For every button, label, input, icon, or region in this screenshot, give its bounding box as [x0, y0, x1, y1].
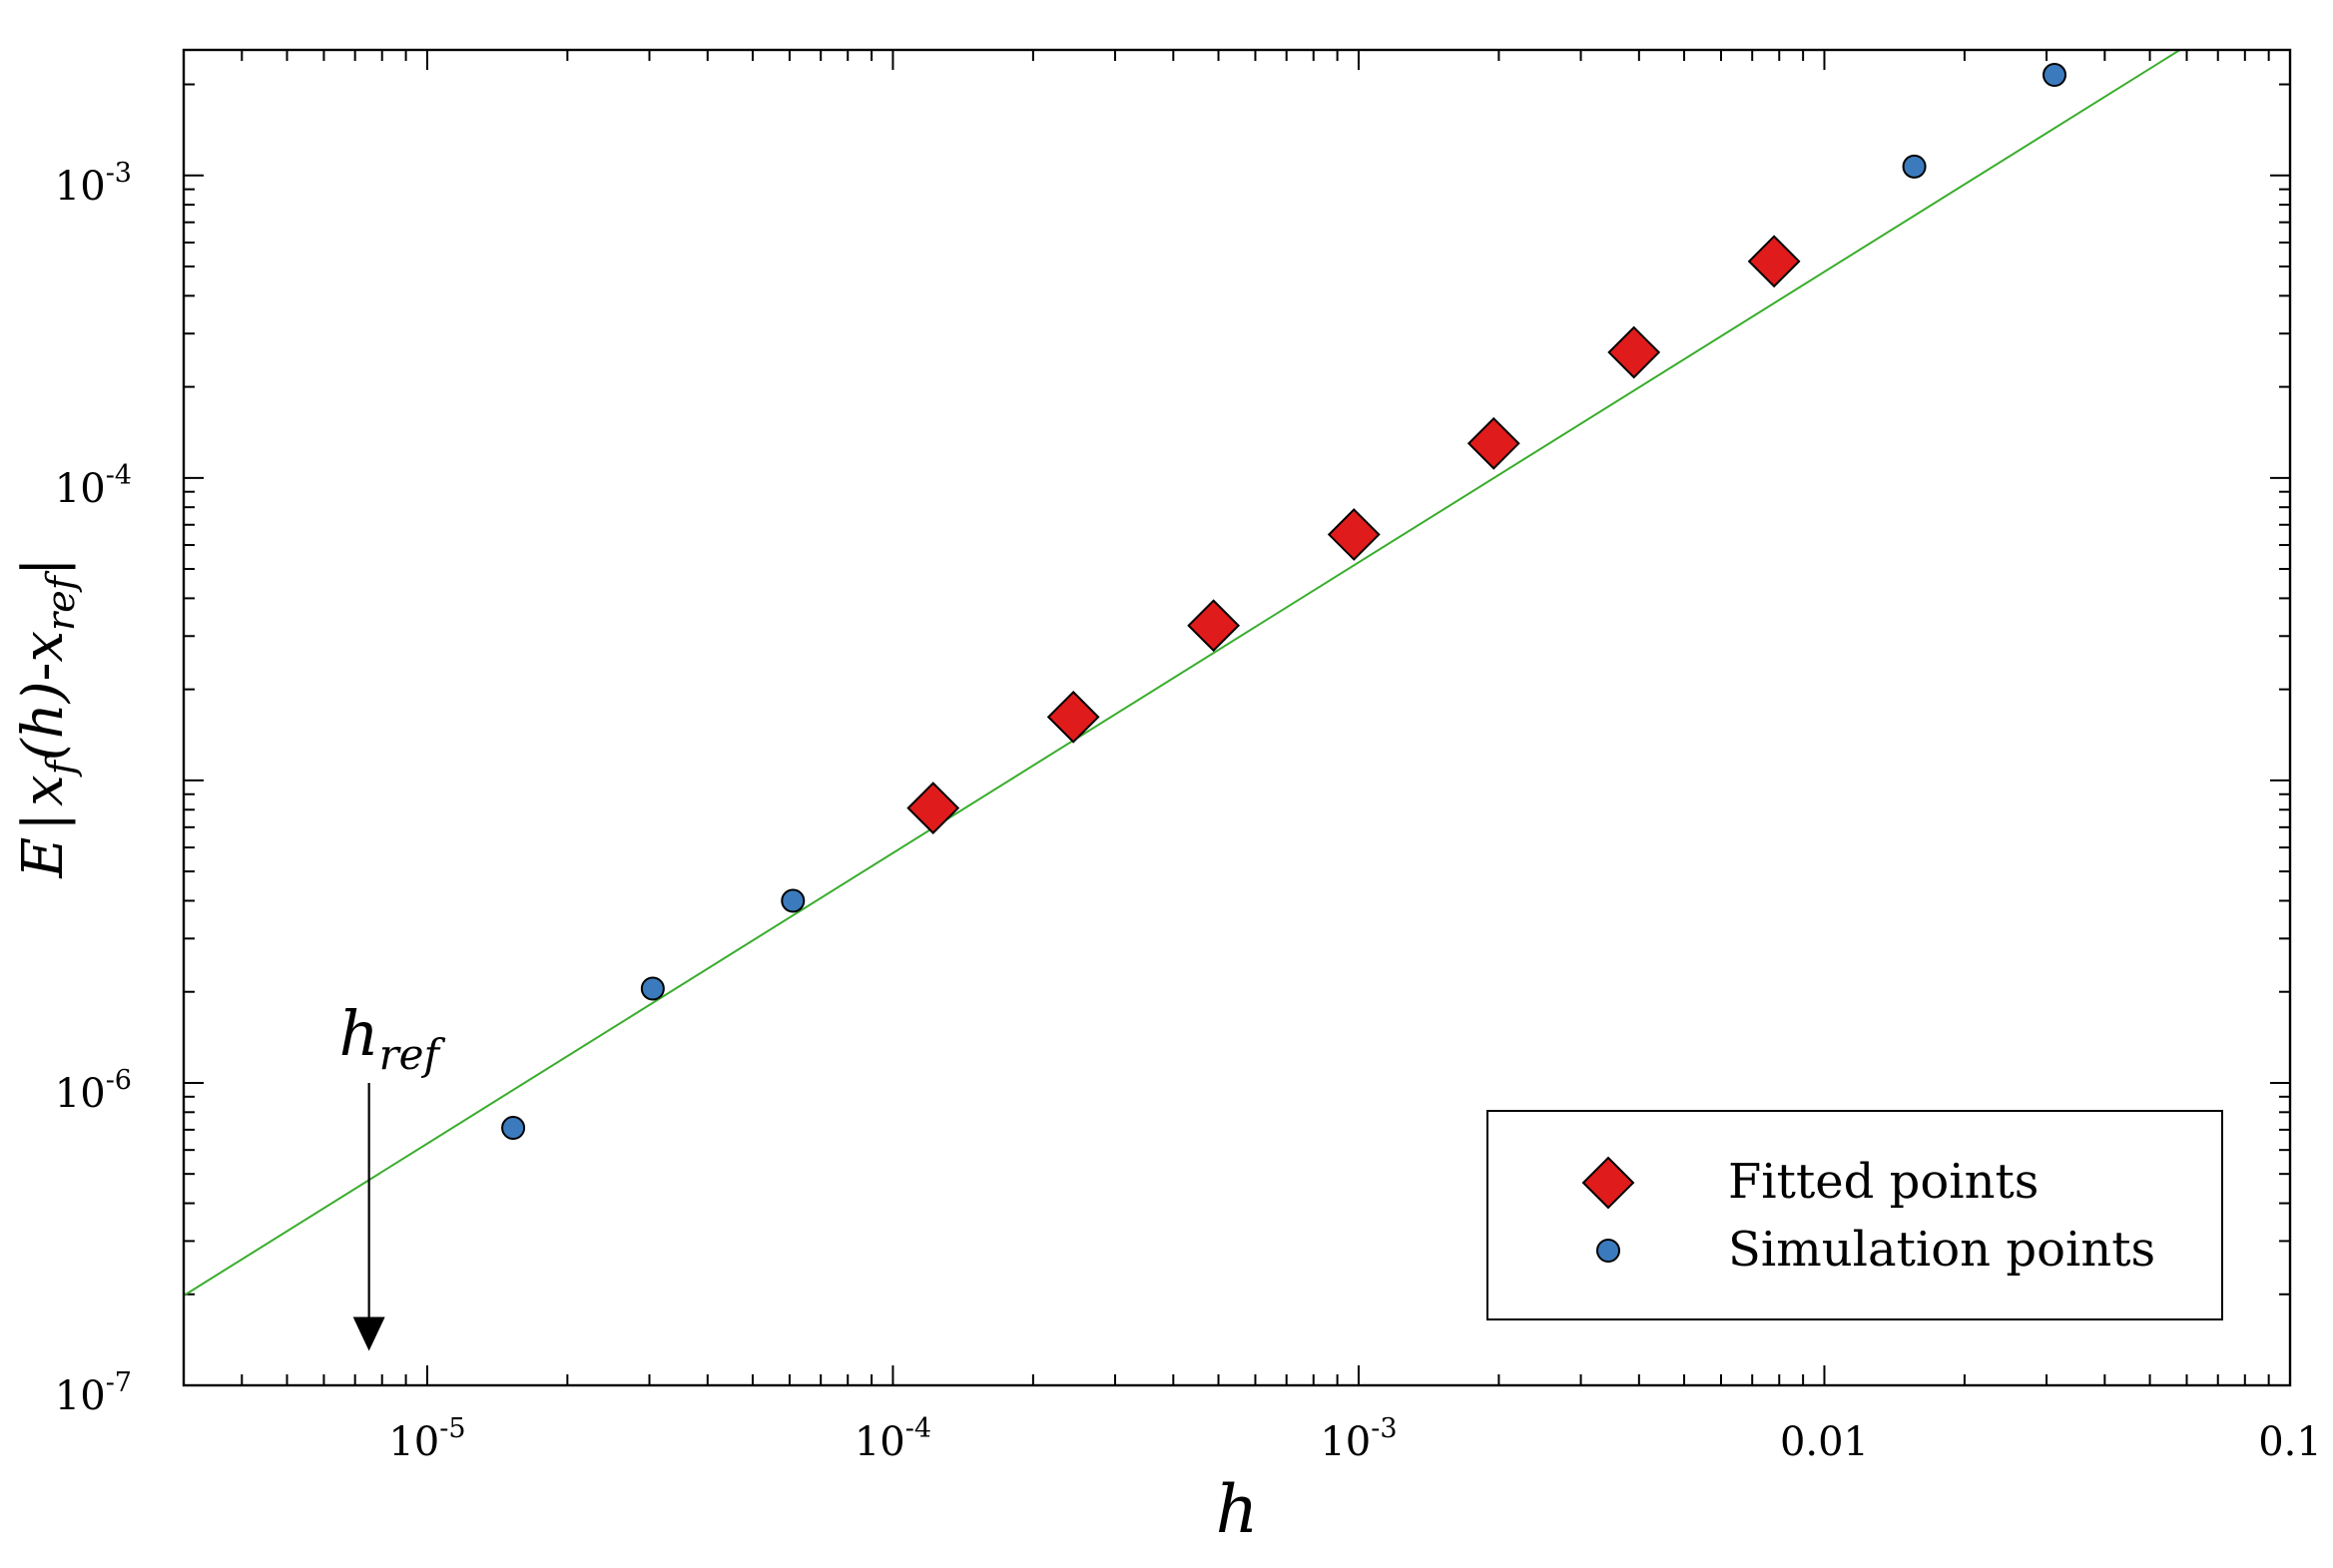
fit-line-segment — [183, 49, 2181, 1297]
legend-box — [1486, 1110, 2223, 1320]
h-ref-annotation: href — [339, 997, 446, 1351]
fitted-point — [1607, 325, 1661, 379]
h-ref-arrow-head — [352, 1316, 385, 1351]
simulation-point — [2042, 63, 2067, 88]
legend-label-simulation: Simulation points — [1728, 1222, 2155, 1278]
simulation-point — [781, 888, 806, 913]
fit-line — [183, 49, 2181, 1297]
plot-frame — [182, 48, 2292, 1387]
tick-labels: 10-5 10-4 10-3 0.01 0.1 10-7 10-6 10-4 10-3 — [55, 158, 2322, 1465]
x-tick-label: 0.01 — [1780, 1419, 1869, 1465]
axis-ticks — [183, 50, 2291, 1386]
y-axis-label: E|xf(h)-xref| — [11, 557, 83, 878]
fitted-point — [906, 782, 960, 835]
simulation-point — [1902, 154, 1927, 179]
fitted-point — [1327, 508, 1381, 561]
simulation-point — [640, 976, 665, 1001]
fitted-point — [1747, 235, 1801, 288]
x-tick-label: 10-5 — [388, 1413, 465, 1465]
data-points — [501, 63, 2067, 1141]
legend-marker-simulation — [1596, 1239, 1620, 1263]
legend: Fitted points Simulation points — [1486, 1110, 2223, 1320]
fitted-point — [1046, 690, 1100, 744]
legend-label-fitted: Fitted points — [1728, 1154, 2039, 1210]
x-tick-label: 10-3 — [1320, 1413, 1397, 1465]
x-axis-label: h — [1216, 1471, 1259, 1548]
x-tick-label: 0.1 — [2258, 1419, 2322, 1465]
y-tick-label: 10-3 — [55, 158, 132, 210]
legend-marker-fitted — [1581, 1156, 1635, 1210]
h-ref-label: href — [339, 997, 446, 1079]
y-tick-label: 10-4 — [55, 460, 132, 512]
simulation-point — [501, 1116, 526, 1141]
fitted-point — [1466, 416, 1520, 470]
x-tick-label: 10-4 — [855, 1413, 931, 1465]
y-tick-label: 10-7 — [55, 1367, 132, 1419]
fitted-point — [1187, 599, 1241, 653]
y-tick-label: 10-6 — [55, 1065, 132, 1117]
